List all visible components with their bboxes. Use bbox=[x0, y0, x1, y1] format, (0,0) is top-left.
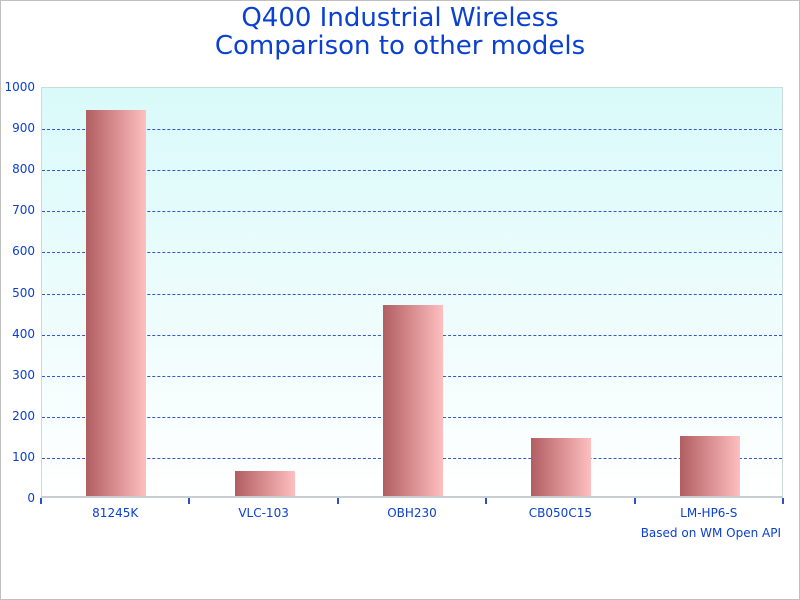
x-axis-label-vlc-103: VLC-103 bbox=[238, 506, 289, 520]
y-axis-label: 700 bbox=[12, 203, 35, 218]
x-axis-label-lm-hp6-s: LM-HP6-S bbox=[680, 506, 738, 520]
gridline bbox=[42, 211, 782, 213]
x-axis-label-obh230: OBH230 bbox=[387, 506, 437, 520]
y-axis-label: 500 bbox=[12, 285, 35, 300]
gridline bbox=[42, 252, 782, 254]
x-axis-tick bbox=[634, 498, 636, 504]
y-axis-label: 400 bbox=[12, 326, 35, 341]
x-axis-label-81245k: 81245K bbox=[92, 506, 139, 520]
x-axis-tick bbox=[485, 498, 487, 504]
bar-obh230 bbox=[383, 305, 443, 496]
y-axis-label: 1000 bbox=[4, 80, 35, 94]
x-axis-label-cb050c15: CB050C15 bbox=[528, 506, 592, 520]
chart-footnote: Based on WM Open API bbox=[640, 526, 781, 540]
y-axis-label: 900 bbox=[12, 121, 35, 136]
bar-vlc-103 bbox=[234, 471, 295, 496]
x-axis-tick bbox=[782, 498, 784, 504]
bar-lm-hp6-s bbox=[679, 436, 740, 496]
y-axis-label: 200 bbox=[12, 408, 35, 423]
y-axis-label: 800 bbox=[12, 162, 35, 177]
x-axis-tick bbox=[337, 498, 339, 504]
gridline bbox=[42, 170, 782, 172]
chart-title-line1: Q400 Industrial Wireless bbox=[241, 3, 559, 33]
gridline bbox=[42, 293, 782, 295]
plot-area bbox=[41, 87, 783, 498]
chart-title-line2: Comparison to other models bbox=[214, 31, 586, 61]
bar-81245k bbox=[86, 110, 147, 496]
x-axis-tick bbox=[188, 498, 190, 504]
y-axis-label: 0 bbox=[27, 491, 35, 505]
chart-title: Q400 Industrial Wireless Comparison to o… bbox=[1, 4, 799, 60]
bar-cb050c15 bbox=[531, 438, 592, 496]
gridline bbox=[42, 129, 782, 131]
y-axis-label: 100 bbox=[12, 449, 35, 464]
y-axis-label: 300 bbox=[12, 367, 35, 382]
x-axis-tick bbox=[40, 498, 42, 504]
y-axis-label: 600 bbox=[12, 244, 35, 259]
